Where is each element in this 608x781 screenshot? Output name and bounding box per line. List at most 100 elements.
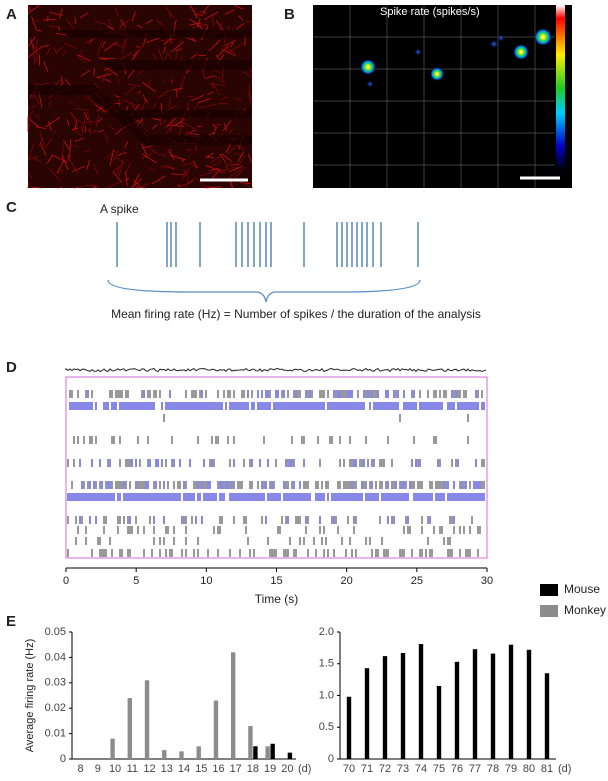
spike-rate-map bbox=[313, 5, 572, 188]
x-tick-label: 75 bbox=[433, 763, 445, 775]
x-tick-label: 80 bbox=[523, 763, 535, 775]
x-tick-label: 79 bbox=[505, 763, 517, 775]
y-tick-label: 0.03 bbox=[45, 677, 66, 689]
hotspot bbox=[414, 48, 422, 56]
x-tick-label: 14 bbox=[178, 763, 190, 775]
bar bbox=[545, 673, 549, 759]
x-tick-label: 12 bbox=[143, 763, 155, 775]
x-tick-label: 17 bbox=[230, 763, 242, 775]
bar bbox=[231, 652, 235, 759]
x-tick-label: 72 bbox=[379, 763, 391, 775]
bar bbox=[162, 750, 166, 759]
x-tick-label: 71 bbox=[361, 763, 373, 775]
formula: Mean firing rate (Hz) = Number of spikes… bbox=[111, 307, 481, 321]
x-tick-label: 20 bbox=[341, 575, 353, 587]
bar bbox=[527, 650, 531, 759]
y-tick-label: 0.01 bbox=[45, 728, 66, 740]
x-tick-label: 76 bbox=[451, 763, 463, 775]
x-axis-label: Time (s) bbox=[255, 592, 299, 606]
x-tick-label: 19 bbox=[264, 763, 276, 775]
x-tick-label: 74 bbox=[415, 763, 427, 775]
hotspot bbox=[513, 44, 529, 60]
legend-swatch bbox=[540, 605, 558, 617]
x-tick-label: 16 bbox=[212, 763, 224, 775]
y-tick-label: 0.05 bbox=[45, 626, 66, 638]
x-tick-label: 20 bbox=[281, 763, 293, 775]
bar bbox=[365, 668, 369, 759]
x-tick-label: 15 bbox=[195, 763, 207, 775]
legend-label: Monkey bbox=[564, 603, 606, 617]
x-tick-label: 0 bbox=[63, 575, 69, 587]
map-title: Spike rate (spikes/s) bbox=[380, 6, 480, 18]
x-tick-label: 73 bbox=[397, 763, 409, 775]
spike-diagram bbox=[117, 222, 418, 267]
legend-label: Mouse bbox=[564, 582, 600, 596]
bar bbox=[197, 746, 201, 759]
bar bbox=[128, 698, 132, 759]
x-tick-label: 15 bbox=[270, 575, 282, 587]
x-unit: (d) bbox=[558, 763, 571, 775]
voltage-trace bbox=[66, 369, 486, 372]
fiber bbox=[188, 96, 194, 97]
brace bbox=[108, 280, 420, 302]
y-tick-label: 0.5 bbox=[319, 721, 334, 733]
x-tick-label: 18 bbox=[247, 763, 259, 775]
bar bbox=[401, 653, 405, 759]
x-tick-label: 10 bbox=[200, 575, 212, 587]
hotspot bbox=[534, 28, 552, 46]
x-tick-label: 13 bbox=[161, 763, 173, 775]
bar bbox=[253, 746, 257, 759]
hotspot bbox=[497, 34, 505, 42]
x-tick-label: 25 bbox=[411, 575, 423, 587]
panel-label: A bbox=[6, 6, 17, 23]
y-axis-label: Average firing rate (Hz) bbox=[24, 639, 36, 753]
y-tick-label: 2.0 bbox=[319, 626, 334, 638]
x-tick-label: 9 bbox=[95, 763, 101, 775]
hotspot bbox=[489, 39, 499, 49]
color-bar bbox=[556, 5, 565, 171]
bar bbox=[110, 739, 114, 759]
bar bbox=[270, 744, 274, 759]
x-tick-label: 70 bbox=[343, 763, 355, 775]
x-tick-label: 77 bbox=[469, 763, 481, 775]
bar bbox=[214, 701, 218, 759]
bar bbox=[288, 753, 292, 759]
y-tick-label: 0.04 bbox=[45, 651, 66, 663]
bar bbox=[455, 662, 459, 759]
x-tick-label: 11 bbox=[127, 763, 138, 775]
x-tick-label: 10 bbox=[109, 763, 121, 775]
x-unit: (d) bbox=[298, 763, 311, 775]
bar bbox=[437, 686, 441, 759]
x-tick-label: 78 bbox=[487, 763, 499, 775]
bar bbox=[179, 751, 183, 759]
legend-swatch bbox=[540, 584, 558, 596]
x-tick-label: 8 bbox=[78, 763, 84, 775]
micrograph bbox=[28, 5, 252, 188]
spike-label: A spike bbox=[100, 202, 139, 216]
bar bbox=[347, 697, 351, 759]
image-background bbox=[313, 5, 572, 188]
x-tick-label: 81 bbox=[541, 763, 553, 775]
y-tick-label: 0.02 bbox=[45, 702, 66, 714]
panel-label: C bbox=[6, 199, 17, 216]
y-tick-label: 1.0 bbox=[319, 689, 334, 701]
panel-label: E bbox=[6, 613, 16, 630]
bar bbox=[145, 680, 149, 759]
y-tick-label: 0 bbox=[60, 753, 66, 765]
hotspot bbox=[430, 67, 444, 81]
bar bbox=[473, 649, 477, 759]
hotspot bbox=[360, 59, 376, 75]
bar bbox=[383, 656, 387, 759]
x-tick-label: 5 bbox=[133, 575, 139, 587]
electrode-trace bbox=[100, 60, 252, 70]
hotspot bbox=[366, 80, 374, 88]
y-tick-label: 1.5 bbox=[319, 658, 334, 670]
electrode-trace bbox=[60, 30, 252, 38]
bar bbox=[419, 644, 423, 759]
bar bbox=[509, 645, 513, 759]
y-tick-label: 0 bbox=[328, 753, 334, 765]
x-tick-label: 30 bbox=[481, 575, 493, 587]
panel-label: B bbox=[284, 6, 295, 23]
electrode-trace bbox=[120, 110, 252, 118]
